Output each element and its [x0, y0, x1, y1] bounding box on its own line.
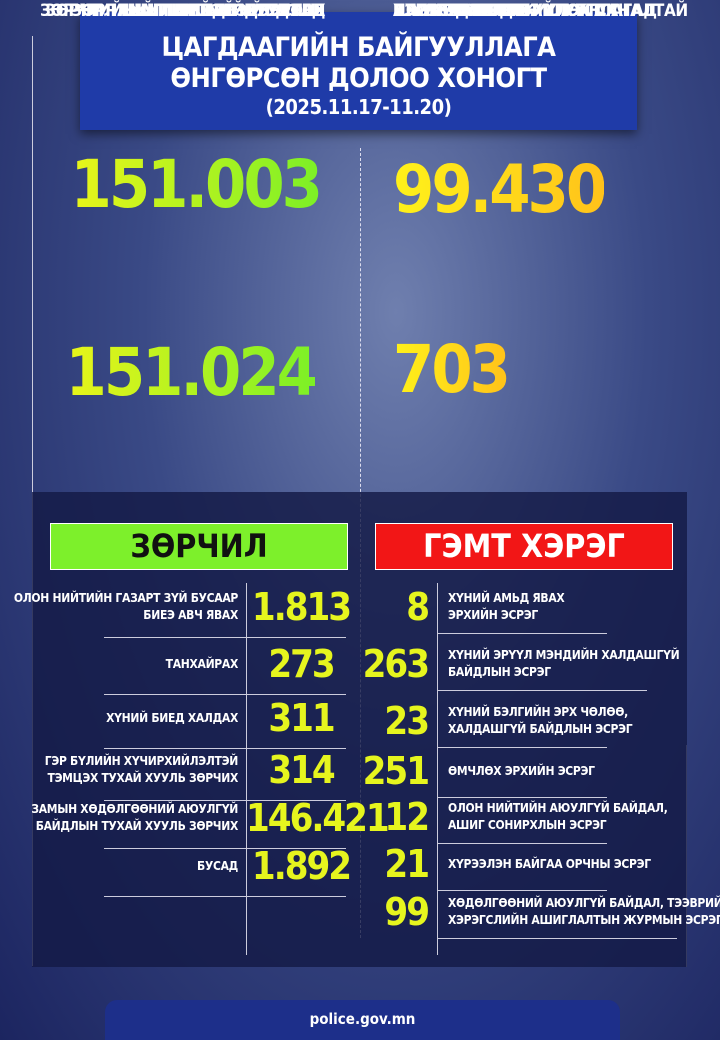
column-line [246, 583, 247, 955]
title-box: ЦАГДААГИЙН БАЙГУУЛЛАГА ӨНГӨРСӨН ДОЛОО ХО… [80, 12, 637, 130]
row-label: ОЛОН НИЙТИЙН ГАЗАРТ ЗҮЙ БУСААР [13, 591, 238, 605]
crimes-title: ГЭМТ ХЭРЭГ [375, 523, 673, 570]
violations-title: ЗӨРЧИЛ [50, 523, 348, 570]
row-label: ТЭМЦЭХ ТУХАЙ ХУУЛЬ ЗӨРЧИХ [47, 771, 239, 785]
row-label: БИЕЭ АВЧ ЯВАХ [143, 608, 238, 622]
row-value: 311 [268, 696, 335, 740]
footer: police.gov.mn [105, 1000, 620, 1040]
row-label: ЗАМЫН ХӨДӨЛГӨӨНИЙ АЮУЛГҮЙ [31, 802, 238, 816]
row-label: ГЭР БҮЛИЙН ХҮЧИРХИЙЛЭЛТЭЙ [44, 754, 239, 768]
row-label: ТАНХАЙРАХ [165, 656, 239, 671]
row-label: ХҮРЭЭЛЭН БАЙГАА ОРЧНЫ ЭСРЭГ [448, 856, 651, 871]
stat-label: ХЭРЭГТ МӨРДӨН ШАЛГАХ [393, 1, 617, 21]
row-line [437, 843, 607, 844]
row-line [104, 896, 346, 897]
row-value: 21 [384, 842, 430, 886]
stat-label: АЖИЛЛАГАА ЯВУУЛСАН [117, 1, 325, 21]
row-line [437, 690, 647, 691]
stat-label: ПРОКУРОРЫН БАЙГУУЛЛАГАД [393, 1, 657, 21]
row-label: БУСАД [197, 858, 238, 873]
row-value: 99 [384, 890, 430, 934]
row-label: ӨМЧЛӨХ ЭРХИЙН ЭСРЭГ [448, 763, 595, 778]
row-line [104, 848, 346, 849]
row-label: ЭРХИЙН ЭСРЭГ [448, 608, 538, 622]
stat-label: ШҮҮХЭД ШИЛЖҮҮЛЭХ САНАЛТАЙ [393, 1, 688, 21]
row-line [104, 800, 346, 801]
panel [32, 492, 687, 967]
row-value: 314 [268, 748, 335, 792]
stat-value: 703 [393, 331, 511, 408]
row-value: 12 [384, 795, 430, 839]
row-label: ОЛОН НИЙТИЙН АЮУЛГҮЙ БАЙДАЛ, [448, 801, 668, 815]
stat-label: ШИЛЖҮҮЛСЭН [393, 1, 523, 21]
row-line [437, 633, 607, 634]
row-value: 146.421 [246, 796, 390, 840]
row-label: ХӨДӨЛГӨӨНИЙ АЮУЛГҮЙ БАЙДАЛ, ТЭЭВРИЙН [448, 896, 720, 910]
row-line [437, 747, 607, 748]
row-label: АШИГ СОНИРХЛЫН ЭСРЭГ [448, 818, 607, 832]
row-line [104, 748, 346, 749]
title: ЦАГДААГИЙН БАЙГУУЛЛАГА [161, 32, 556, 63]
column-line [437, 583, 438, 955]
title: ӨНГӨРСӨН ДОЛОО ХОНОГТ [170, 63, 547, 94]
row-label: ХЭРЭГСЛИЙН АШИГЛАЛТЫН ЖУРМЫН ЭСРЭГ [448, 913, 720, 927]
stat-label: АЖИЛЛАГАА ЯВУУЛСАН [393, 1, 601, 21]
dates: (2025.11.17-11.20) [265, 95, 452, 119]
row-label: ХҮНИЙ БИЕД ХАЛДАХ [106, 710, 238, 725]
stat-label: ЗӨРЧЛИЙН ШИНЖТЭЙ ҮЙЛДЭЛД [40, 1, 325, 21]
row-line [104, 637, 346, 638]
row-value: 273 [268, 642, 335, 686]
row-value: 251 [362, 749, 430, 793]
stat-value: 151.024 [65, 334, 318, 411]
row-value: 8 [406, 585, 430, 629]
row-label: ХҮНИЙ ЭРҮҮЛ МЭНДИЙН ХАЛДАШГҮЙ [448, 648, 680, 662]
row-label: БАЙДЛЫН ЭСРЭГ [448, 665, 551, 679]
row-label: ХҮНИЙ АМЬД ЯВАХ [448, 591, 565, 605]
row-label: ХАЛДАШГҮЙ БАЙДЛЫН ЭСРЭГ [448, 722, 633, 736]
stat-label: ЗӨРЧИЛ ШАЛГАН ШИЙДВЭРЛЭХ [45, 1, 325, 21]
row-label: ХҮНИЙ БЭЛГИЙН ЭРХ ЧӨЛӨӨ, [448, 705, 628, 719]
stat-value: 99.430 [393, 151, 607, 228]
row-value: 23 [384, 699, 430, 743]
row-value: 1.892 [251, 844, 352, 888]
row-line [437, 890, 607, 891]
stat-label: ЗӨРЧЛИЙГ ШИЙДВЭРЛЭСЭН [71, 1, 315, 21]
row-value: 1.813 [251, 585, 352, 629]
stat-value: 151.003 [70, 146, 323, 223]
row-label: БАЙДЛЫН ТУХАЙ ХУУЛЬ ЗӨРЧИХ [35, 819, 239, 833]
row-value: 263 [362, 642, 430, 686]
row-line [104, 694, 346, 695]
row-line [437, 797, 607, 798]
row-line [437, 938, 677, 939]
